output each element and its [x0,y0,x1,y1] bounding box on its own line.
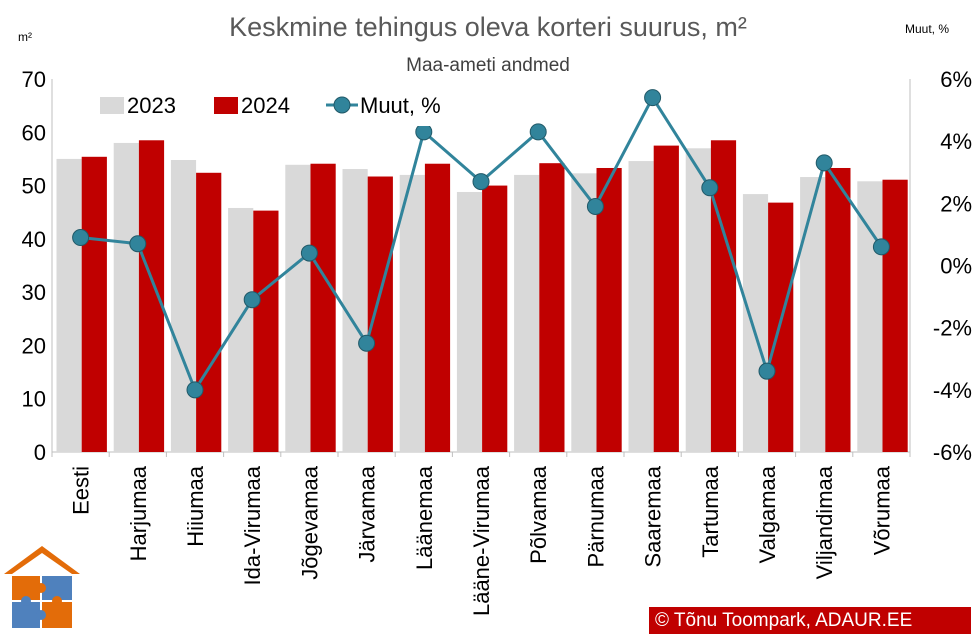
change-point [358,334,376,352]
change-point [415,123,433,141]
legend-label-change: Muut, % [360,93,441,118]
change-point [586,197,604,215]
category-label: Eesti [69,466,94,515]
right-axis-unit: Muut, % [905,22,950,36]
category-label: Läänemaa [412,465,437,570]
y-left-tick-label: 20 [22,333,46,358]
category-label: Põlvamaa [526,465,551,564]
y-left-tick-label: 60 [22,120,46,145]
bar-2024 [81,156,107,452]
change-point [644,89,662,107]
left-axis-unit: m² [18,30,32,44]
category-label: Lääne-Virumaa [469,465,494,616]
bar-2023 [285,164,311,453]
bar-2023 [399,174,425,452]
change-point [243,291,261,309]
bar-2024 [768,202,794,452]
bar-2024 [653,145,679,452]
bar-2023 [514,174,540,452]
bar-2024 [253,210,279,452]
legend-label-2023: 2023 [127,93,176,118]
change-point [872,238,890,256]
y-left-tick-label: 30 [22,280,46,305]
category-label: Pärnumaa [583,465,608,567]
legend-swatch-2024 [214,97,238,114]
change-point [472,173,490,191]
category-label: Jõgevamaa [297,465,322,580]
y-left-tick-label: 10 [22,387,46,412]
bar-2024 [882,179,908,452]
bar-2024 [138,140,165,452]
bar-2023 [113,142,139,452]
y-right-tick-label: -6% [933,440,972,465]
change-point [300,244,318,262]
bar-2024 [825,167,851,453]
category-label: Viljandimaa [812,465,837,579]
y-right-tick-label: 0% [940,254,972,279]
change-point [72,229,90,247]
bar-2024 [196,172,222,453]
change-point [529,123,547,141]
y-left-tick-label: 40 [22,227,46,252]
legend-label-2024: 2024 [241,93,290,118]
y-right-tick-label: 2% [940,191,972,216]
bar-2023 [571,173,597,452]
bar-2024 [482,185,508,453]
y-left-tick-label: 50 [22,174,46,199]
bar-2023 [170,159,197,452]
bar-2023 [628,161,654,452]
legend-background [60,86,460,126]
bar-2023 [685,148,711,452]
bar-2024 [596,167,622,453]
chart-subtitle: Maa-ameti andmed [406,55,570,76]
y-right-tick-label: 6% [940,67,972,92]
category-label: Hiiumaa [183,465,208,546]
category-label: Ida-Virumaa [240,465,265,585]
y-left-tick-label: 0 [34,440,46,465]
category-label: Järvamaa [355,465,380,562]
category-label: Võrumaa [869,465,894,555]
chart-title: Keskmine tehingus oleva korteri suurus, … [229,12,747,42]
bar-2023 [857,181,883,452]
copyright-credit: © Tõnu Toompark, ADAUR.EE [649,607,971,634]
bar-2024 [367,176,393,452]
bar-2024 [310,163,336,452]
y-right-tick-label: 4% [940,129,972,154]
category-label: Harjumaa [126,465,151,561]
legend-marker-change [333,96,351,114]
bar-2024 [539,163,565,453]
change-point [129,235,147,253]
change-point [758,362,776,380]
y-right-tick-label: -2% [933,316,972,341]
bar-2023 [456,191,483,453]
bar-2023 [800,177,826,452]
y-left-tick-label: 70 [22,67,46,92]
change-point [815,154,833,172]
bar-2023 [742,194,769,452]
bar-2023 [56,158,82,452]
category-label: Valgamaa [755,465,780,563]
y-right-tick-label: -4% [933,378,972,403]
legend-swatch-2023 [100,97,124,114]
bar-2024 [424,163,451,452]
logo-house-puzzle-icon [2,544,82,637]
category-label: Saaremaa [641,465,666,567]
change-point [701,179,719,197]
change-point [186,381,204,399]
category-label: Tartumaa [698,465,723,557]
